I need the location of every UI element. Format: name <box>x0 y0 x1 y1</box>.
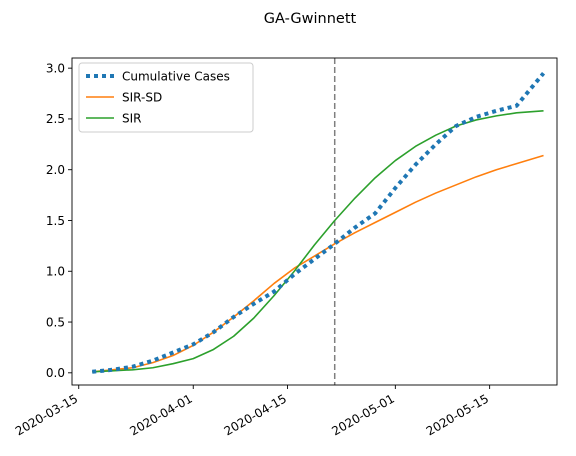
legend-box <box>78 62 254 133</box>
axes-frame <box>71 57 558 386</box>
chart-title: GA-Gwinnett <box>264 11 357 27</box>
y-tick-label: 1.5 <box>46 214 65 228</box>
legend-label: SIR-SD <box>122 90 162 104</box>
y-tick-label: 2.5 <box>46 112 65 126</box>
y-tick-label: 3.0 <box>46 61 65 75</box>
y-tick-label: 0.5 <box>46 315 65 329</box>
legend-label: Cumulative Cases <box>122 69 230 83</box>
legend: Cumulative Cases SIR-SD SIR <box>78 62 254 133</box>
series-line-sir-sd <box>92 154 544 373</box>
series-line-cumulative-cases <box>92 71 546 374</box>
y-axis: 0.0 0.5 1.0 1.5 2.0 2.5 3.0 <box>46 61 72 380</box>
y-tick-label: 0.0 <box>46 366 65 380</box>
series-layer <box>92 58 546 385</box>
y-tick-label: 2.0 <box>46 163 65 177</box>
legend-label: SIR <box>122 111 142 125</box>
y-tick-label: 1.0 <box>46 265 65 279</box>
